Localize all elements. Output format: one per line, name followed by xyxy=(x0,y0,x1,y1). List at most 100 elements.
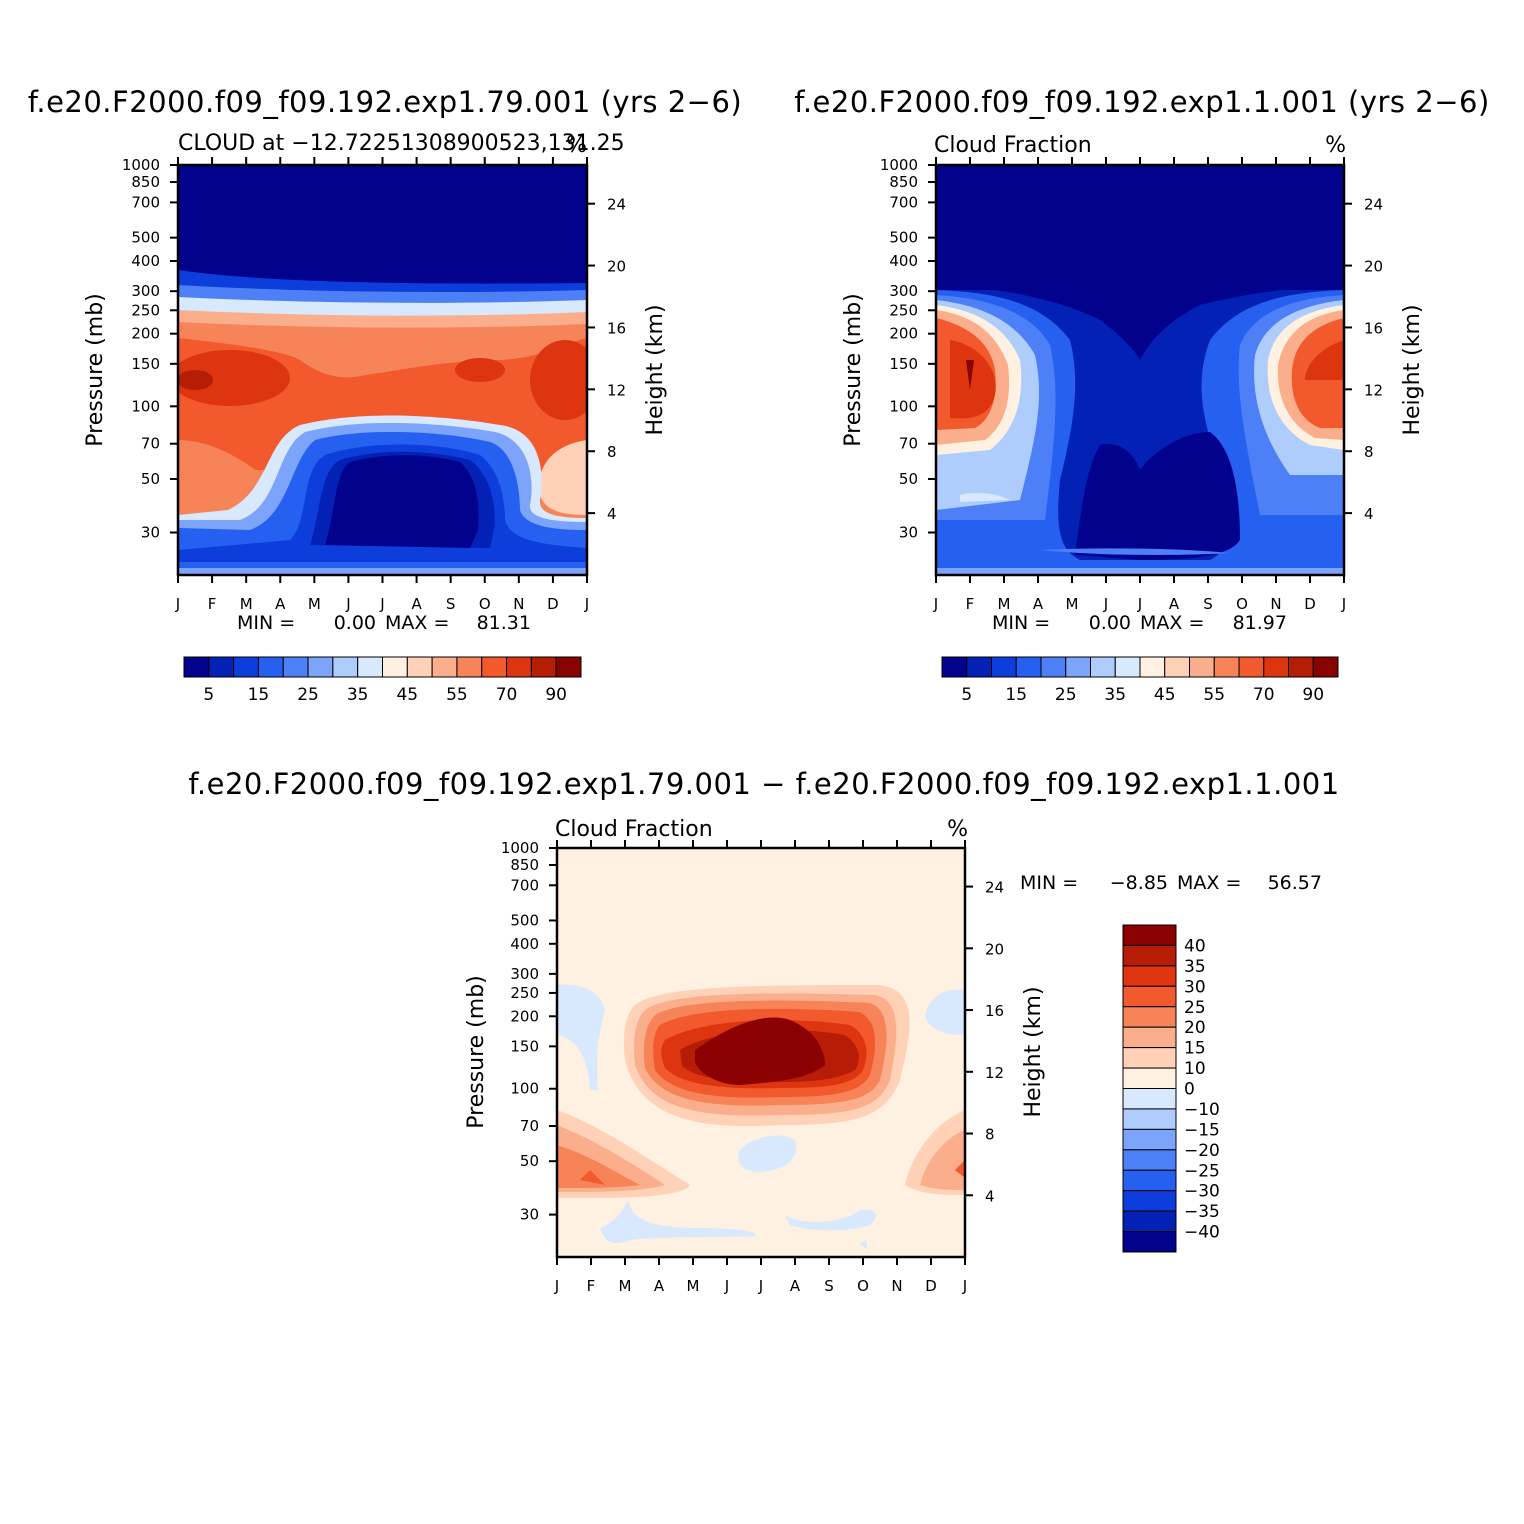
x-tick-label: O xyxy=(1236,595,1248,613)
colorbar-tick-label: 25 xyxy=(1055,685,1077,705)
y2-tick-label: 20 xyxy=(1364,258,1383,276)
y2-tick-label: 16 xyxy=(1364,319,1383,337)
y-tick-label: 500 xyxy=(889,229,918,247)
colorbar-swatch xyxy=(991,656,1017,678)
y-tick-label: 250 xyxy=(889,301,918,319)
colorbar-swatch xyxy=(506,656,532,678)
max-label: MAX = xyxy=(385,612,449,634)
y2-tick-label: 4 xyxy=(1364,505,1374,523)
colorbar-tick-label: 40 xyxy=(1184,936,1206,956)
x-tick-label: A xyxy=(1033,595,1044,613)
colorbar-tick-label: 55 xyxy=(446,685,468,705)
x-tick-label: M xyxy=(687,1277,700,1295)
colorbar-tick-label: 30 xyxy=(1184,977,1206,997)
y-tick-label: 70 xyxy=(899,435,918,453)
x-tick-label: J xyxy=(724,1277,729,1295)
x-tick-label: N xyxy=(1270,595,1281,613)
min-value: 0.00 xyxy=(1089,612,1131,634)
colorbar-tick-label: 90 xyxy=(1302,685,1324,705)
colorbar-tick-label: 45 xyxy=(396,685,418,705)
y2-tick-label: 16 xyxy=(607,319,626,337)
contour-field xyxy=(936,165,1344,575)
y-tick-label: 400 xyxy=(510,935,539,953)
min-value: −8.85 xyxy=(1110,872,1168,894)
units-label: % xyxy=(947,817,968,842)
colorbar-swatch xyxy=(1122,1210,1177,1233)
contour-core xyxy=(178,370,213,390)
x-tick-label: J xyxy=(175,595,180,613)
contour-band xyxy=(557,984,605,1090)
contour-band xyxy=(1040,548,1230,555)
x-tick-label: S xyxy=(824,1277,834,1295)
contour-field xyxy=(178,165,587,575)
colorbar-tick-label: −15 xyxy=(1184,1120,1220,1140)
contour-band xyxy=(860,1240,868,1250)
colorbar-tick-label: −10 xyxy=(1184,1100,1220,1120)
x-tick-label: J xyxy=(584,595,589,613)
y2-tick-label: 12 xyxy=(1364,381,1383,399)
y2-tick-label: 4 xyxy=(607,505,617,523)
colorbar-tick-label: 15 xyxy=(1005,685,1027,705)
y-tick-label: 30 xyxy=(141,524,160,542)
contour-band xyxy=(920,1130,965,1190)
y2-tick-label: 24 xyxy=(607,196,626,214)
y2-tick-label: 12 xyxy=(985,1064,1004,1082)
panel-left-label: Cloud Fraction xyxy=(934,133,1092,158)
y-tick-label: 70 xyxy=(520,1117,539,1135)
y-tick-label: 70 xyxy=(141,435,160,453)
contour-band xyxy=(178,568,587,575)
colorbar-swatch xyxy=(1122,1047,1177,1069)
colorbar-swatch xyxy=(1189,656,1215,678)
colorbar-swatch xyxy=(1164,656,1190,678)
contour-band xyxy=(539,440,587,515)
y-tick-label: 300 xyxy=(889,282,918,300)
colorbar-tick-label: 45 xyxy=(1154,685,1176,705)
colorbar-swatch xyxy=(1139,656,1166,678)
colorbar-tick-label: 70 xyxy=(1253,685,1275,705)
y-tick-label: 30 xyxy=(520,1206,539,1224)
y-tick-label: 100 xyxy=(510,1080,539,1098)
colorbar-swatch xyxy=(1114,656,1141,678)
colorbar-swatch xyxy=(1238,656,1265,678)
colorbar-tick-label: 90 xyxy=(545,685,567,705)
x-tick-label: J xyxy=(554,1277,559,1295)
colorbar-swatch xyxy=(332,656,359,678)
x-tick-label: J xyxy=(758,1277,763,1295)
colorbar: 5 15 25 35 45 55 70 90 xyxy=(941,656,1339,705)
contour-core xyxy=(950,340,996,419)
panel-left-label: CLOUD at −12.72251308900523,131.25 xyxy=(178,131,625,156)
colorbar-swatch xyxy=(1122,1149,1177,1171)
x-tick-label: M xyxy=(1066,595,1079,613)
x-tick-label: J xyxy=(962,1277,967,1295)
y2-tick-label: 8 xyxy=(1364,443,1374,461)
colorbar-swatch xyxy=(382,656,408,678)
colorbar-swatch xyxy=(1122,1128,1177,1151)
contour-core xyxy=(966,360,974,390)
colorbar-tick-label: 15 xyxy=(248,685,270,705)
panel-title: f.e20.F2000.f09_f09.192.exp1.79.001 − f.… xyxy=(188,767,1339,801)
contour-band xyxy=(738,1135,796,1172)
contour-band xyxy=(936,568,1344,575)
colorbar-swatch xyxy=(1122,1067,1177,1089)
y2-axis-label: Height (km) xyxy=(643,304,668,435)
y-tick-label: 700 xyxy=(510,876,539,894)
contour-band xyxy=(1075,432,1240,560)
max-label: MAX = xyxy=(1140,612,1204,634)
colorbar-tick-label: 35 xyxy=(347,685,369,705)
y2-tick-label: 24 xyxy=(1364,196,1383,214)
x-tick-label: J xyxy=(379,595,384,613)
x-tick-label: M xyxy=(240,595,253,613)
y2-tick-label: 4 xyxy=(985,1187,995,1205)
x-tick-label: J xyxy=(345,595,350,613)
colorbar-tick-label: 25 xyxy=(1184,998,1206,1018)
x-tick-label: A xyxy=(1169,595,1180,613)
contour-core xyxy=(530,340,587,420)
colorbar-swatch xyxy=(233,656,259,678)
y-tick-label: 50 xyxy=(520,1152,539,1170)
contour-core xyxy=(178,350,290,406)
colorbar-swatch xyxy=(481,656,508,678)
colorbar-tick-label: 5 xyxy=(961,685,972,705)
y-tick-label: 50 xyxy=(899,470,918,488)
